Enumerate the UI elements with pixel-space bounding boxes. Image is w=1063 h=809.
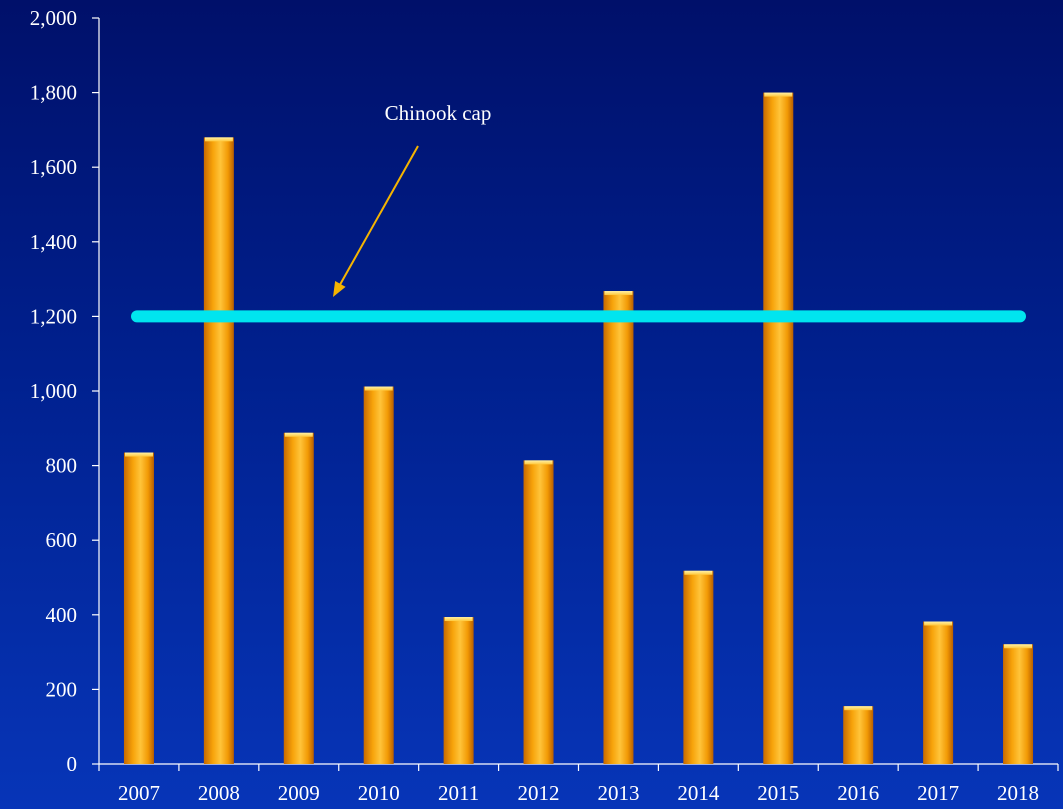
y-tick-label: 1,400 [30,230,77,254]
bar-2011 [443,617,474,764]
bar-cap-2009 [284,432,313,437]
y-tick-label: 1,000 [30,379,77,403]
x-tick-label: 2007 [118,781,160,805]
x-tick-label: 2009 [278,781,320,805]
annotation-arrow-shaft [336,145,419,291]
y-tick-label: 1,600 [30,155,77,179]
bar-2007 [123,452,154,764]
y-tick-label: 400 [46,603,78,627]
annotation-group: Chinook cap [333,101,491,297]
y-tick-label: 200 [46,677,78,701]
bar-2015 [763,92,794,765]
y-tick-label: 1,800 [30,81,77,105]
bar-cap-2013 [604,291,633,296]
y-tick-label: 800 [46,454,78,478]
annotation-arrowhead [333,280,346,297]
bar-cap-2012 [524,460,553,465]
y-tick-label: 0 [67,752,78,776]
bar-cap-2016 [844,706,873,711]
x-tick-label: 2010 [358,781,400,805]
y-tick-label: 2,000 [30,6,77,30]
y-tick-label: 600 [46,528,78,552]
bar-2009 [283,432,314,764]
bar-cap-2007 [124,452,153,457]
x-tick-label: 2015 [757,781,799,805]
bar-2017 [923,621,954,764]
x-tick-label: 2013 [597,781,639,805]
bar-cap-2008 [204,137,233,142]
axes: 0 200 400 600 800 1,000 1,200 1,400 1,600 1,800 2,… [30,6,1059,805]
x-tick-label: 2011 [438,781,479,805]
bar-2018 [1003,644,1034,764]
x-tick-label: 2017 [917,781,959,805]
bar-2012 [523,460,554,764]
bar-cap-2010 [364,386,393,391]
bar-2008 [203,137,234,765]
x-tick-label: 2014 [677,781,720,805]
bar-cap-2014 [684,570,713,575]
x-tick-label: 2018 [997,781,1039,805]
bars [123,92,1034,765]
bar-2013 [603,291,634,764]
x-tick-label: 2012 [518,781,560,805]
bar-2016 [843,706,874,764]
x-tick-label: 2016 [837,781,879,805]
x-tick-label: 2008 [198,781,240,805]
bar-cap-2011 [444,617,473,622]
bar-cap-2017 [924,621,953,626]
bar-2010 [363,386,394,764]
chinook-cap-label: Chinook cap [385,101,492,125]
bar-cap-2015 [764,92,793,97]
bar-2014 [683,570,714,764]
y-tick-label: 1,200 [30,304,77,328]
bar-cap-2018 [1004,644,1033,649]
